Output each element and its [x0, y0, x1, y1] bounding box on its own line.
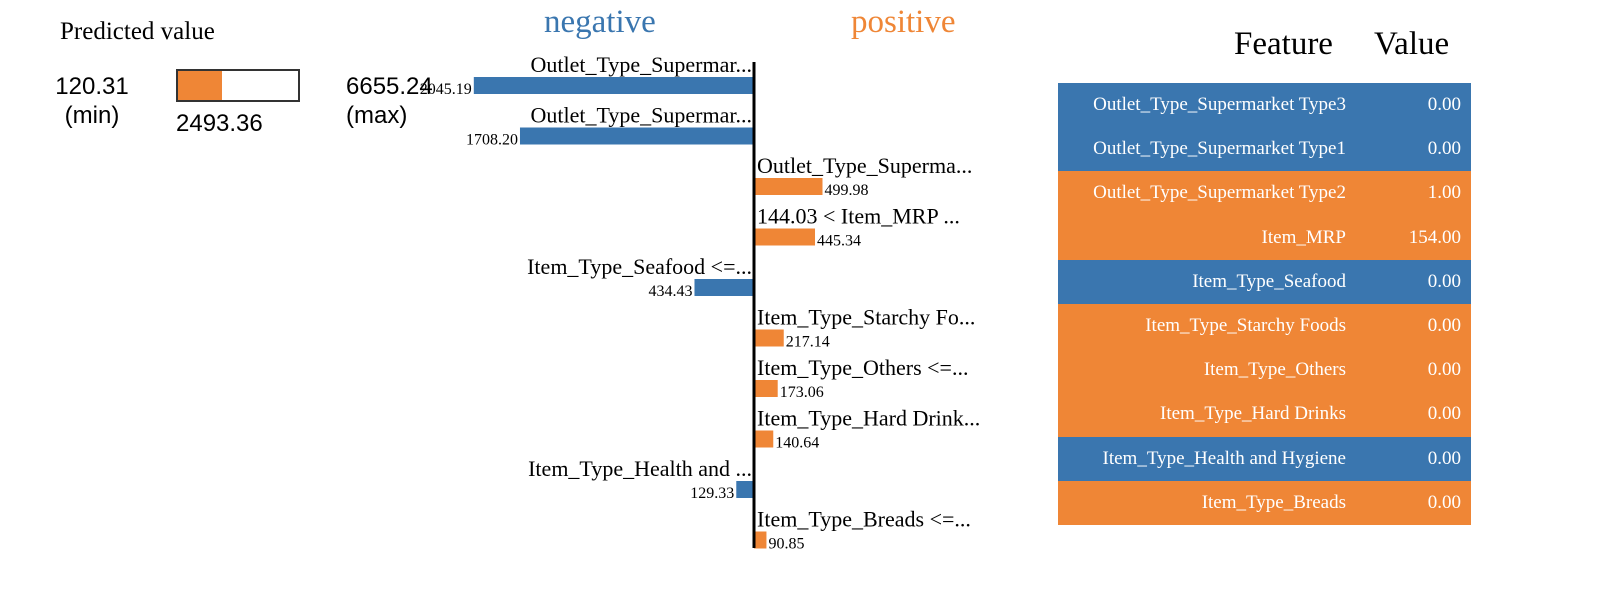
- feature-value: 154.00: [1408, 226, 1461, 248]
- feature-name: Item_Type_Starchy Foods: [1145, 314, 1346, 336]
- feature-value: 0.00: [1427, 403, 1461, 425]
- feature-value: 0.00: [1427, 491, 1461, 513]
- bar-10: [754, 531, 767, 549]
- feature-value: 0.00: [1427, 359, 1461, 381]
- bar-value-label-7: 173.06: [780, 384, 824, 401]
- feature-name: Outlet_Type_Supermarket Type1: [1093, 138, 1346, 160]
- bar-4: [754, 228, 816, 246]
- table-row: Item_Type_Health and Hygiene 0.00: [1058, 436, 1471, 481]
- table-row: Outlet_Type_Supermarket Type1 0.00: [1058, 127, 1471, 172]
- bar-2: [519, 127, 754, 145]
- bar-value-label-3: 499.98: [824, 182, 868, 199]
- bar-6: [754, 329, 784, 347]
- feature-name: Item_Type_Breads: [1201, 491, 1346, 513]
- feature-name: Item_Type_Others: [1203, 359, 1346, 381]
- predicted-min-label: (min): [64, 102, 120, 129]
- bar-value-label-1: 2045.19: [420, 81, 472, 98]
- table-row: Item_Type_Others 0.00: [1058, 348, 1471, 393]
- positive-header: positive: [851, 4, 956, 40]
- table-row: Item_MRP 154.00: [1058, 215, 1471, 260]
- feature-name: Outlet_Type_Supermarket Type2: [1093, 182, 1346, 204]
- predicted-value-title: Predicted value: [60, 18, 215, 45]
- feature-name: Outlet_Type_Supermarket Type3: [1093, 94, 1346, 115]
- table-header-value: Value: [1374, 26, 1450, 62]
- table-row: Item_Type_Seafood 0.00: [1058, 259, 1471, 304]
- bar-value-label-6: 217.14: [786, 334, 830, 351]
- table-row: Item_Type_Starchy Foods 0.00: [1058, 303, 1471, 349]
- bar-3: [754, 178, 823, 195]
- bar-9: [736, 481, 754, 498]
- table-header-feature: Feature: [1234, 26, 1333, 62]
- feature-value: 0.00: [1427, 447, 1461, 469]
- feature-name: Item_Type_Hard Drinks: [1160, 403, 1346, 425]
- predicted-max-label: (max): [346, 102, 408, 129]
- bar-label-2: Outlet_Type_Supermar...: [531, 103, 752, 128]
- feature-name: Item_Type_Seafood: [1192, 270, 1346, 292]
- bar-value-label-8: 140.64: [775, 435, 819, 452]
- feature-value: 0.00: [1427, 314, 1461, 336]
- table-row: Outlet_Type_Supermarket Type3 0.00: [1058, 83, 1471, 128]
- feature-value: 0.00: [1427, 94, 1461, 115]
- bar-label-4: 144.03 < Item_MRP ...: [757, 204, 960, 229]
- bar-value-label-9: 129.33: [690, 485, 734, 502]
- feature-name: Item_MRP: [1261, 226, 1346, 248]
- bar-7: [754, 380, 778, 397]
- bar-value-label-4: 445.34: [817, 233, 861, 250]
- table-row: Item_Type_Hard Drinks 0.00: [1058, 392, 1471, 437]
- bar-label-7: Item_Type_Others <=...: [757, 355, 968, 380]
- feature-value: 0.00: [1427, 138, 1461, 160]
- bar-value-label-5: 434.43: [648, 283, 692, 300]
- predicted-max-value: 6655.24: [346, 73, 433, 100]
- feature-contribution-chart: Outlet_Type_Supermar... 2045.19 Outlet_Typ…: [420, 52, 980, 553]
- bar-value-label-2: 1708.20: [466, 132, 518, 149]
- table-row: Outlet_Type_Supermarket Type2 1.00: [1058, 171, 1471, 216]
- table-row: Item_Type_Breads 0.00: [1058, 480, 1471, 525]
- bar-5: [694, 279, 754, 296]
- bar-value-label-10: 90.85: [768, 536, 804, 553]
- predicted-value-bar: [176, 69, 300, 102]
- feature-value: 1.00: [1427, 182, 1461, 204]
- predicted-value-bar-fill: [178, 71, 222, 100]
- feature-value: 0.00: [1427, 270, 1461, 292]
- feature-value-table: Outlet_Type_Supermarket Type3 0.00 Outlet_…: [1058, 83, 1471, 525]
- bar-label-8: Item_Type_Hard Drink...: [757, 406, 980, 431]
- bar-label-6: Item_Type_Starchy Fo...: [757, 305, 975, 330]
- predicted-min-value: 120.31: [55, 73, 129, 100]
- bar-label-1: Outlet_Type_Supermar...: [531, 52, 752, 77]
- bar-label-3: Outlet_Type_Superma...: [757, 153, 972, 178]
- bar-1: [473, 77, 754, 94]
- predicted-current-value: 2493.36: [176, 110, 263, 137]
- bar-label-10: Item_Type_Breads <=...: [757, 507, 971, 532]
- feature-name: Item_Type_Health and Hygiene: [1102, 447, 1346, 469]
- bar-8: [754, 430, 774, 448]
- bar-label-9: Item_Type_Health and ...: [528, 456, 752, 481]
- negative-header: negative: [544, 4, 656, 40]
- bar-label-5: Item_Type_Seafood <=...: [527, 254, 752, 279]
